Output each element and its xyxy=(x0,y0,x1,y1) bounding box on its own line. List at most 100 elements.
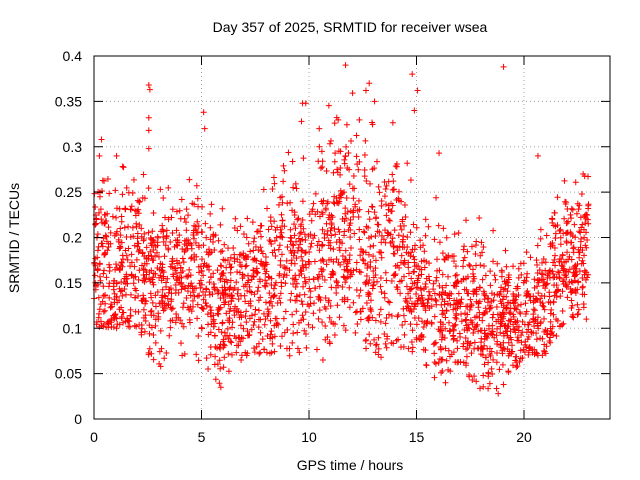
data-point xyxy=(183,219,190,226)
data-point xyxy=(112,187,119,194)
data-point xyxy=(394,247,401,254)
data-point xyxy=(335,116,342,123)
data-point xyxy=(514,337,521,344)
data-point xyxy=(404,234,411,241)
data-point xyxy=(92,221,99,228)
data-point xyxy=(140,314,147,321)
data-point xyxy=(378,254,385,261)
data-point xyxy=(570,244,577,251)
data-point xyxy=(415,315,422,322)
data-point xyxy=(382,340,389,347)
data-point xyxy=(460,275,467,282)
data-point xyxy=(267,238,274,245)
data-point xyxy=(316,307,323,314)
data-point xyxy=(356,226,363,233)
data-point xyxy=(465,321,472,328)
data-point xyxy=(316,213,323,220)
data-point xyxy=(451,322,458,329)
data-point xyxy=(93,319,100,326)
data-point xyxy=(387,240,394,247)
data-point xyxy=(557,234,564,241)
data-point xyxy=(422,307,429,314)
data-point xyxy=(295,215,302,222)
data-point xyxy=(533,330,540,337)
data-point xyxy=(225,335,232,342)
data-point xyxy=(433,277,440,284)
data-point xyxy=(517,347,524,354)
data-point xyxy=(247,248,254,255)
data-point xyxy=(568,215,575,222)
data-point xyxy=(375,183,382,190)
data-point xyxy=(156,253,163,260)
data-point xyxy=(164,275,171,282)
data-point xyxy=(349,90,356,97)
data-point xyxy=(148,350,155,357)
data-point xyxy=(298,118,305,125)
data-point xyxy=(368,308,375,315)
data-point xyxy=(149,299,156,306)
grid xyxy=(94,56,610,419)
data-point xyxy=(207,329,214,336)
data-point xyxy=(140,237,147,244)
data-point xyxy=(350,299,357,306)
data-point xyxy=(458,311,465,318)
data-point xyxy=(293,238,300,245)
data-point xyxy=(341,228,348,235)
data-point xyxy=(413,334,420,341)
data-point xyxy=(195,357,202,364)
data-point xyxy=(244,215,251,222)
data-point xyxy=(565,218,572,225)
data-point xyxy=(177,265,184,272)
data-point xyxy=(117,225,124,232)
data-point xyxy=(440,225,447,232)
data-point xyxy=(557,241,564,248)
data-point xyxy=(226,332,233,339)
x-tick-label: 5 xyxy=(198,429,206,445)
data-point xyxy=(468,350,475,357)
data-point xyxy=(505,339,512,346)
data-point xyxy=(534,262,540,269)
data-point xyxy=(207,224,214,231)
data-point xyxy=(425,223,432,230)
data-point xyxy=(218,329,225,336)
data-point xyxy=(362,337,369,344)
data-point xyxy=(572,290,579,297)
data-point xyxy=(152,243,159,250)
data-point xyxy=(315,238,322,245)
data-point xyxy=(362,249,369,256)
data-point xyxy=(245,332,252,339)
data-point xyxy=(564,249,571,256)
data-point xyxy=(187,292,194,299)
data-point xyxy=(209,291,216,298)
data-point xyxy=(117,288,124,295)
data-point xyxy=(461,326,468,333)
data-point xyxy=(171,265,178,272)
data-point xyxy=(356,206,363,213)
data-point xyxy=(450,326,457,333)
data-point xyxy=(412,242,419,249)
data-point xyxy=(541,315,548,322)
data-point xyxy=(250,273,257,280)
data-point xyxy=(435,222,442,229)
data-point xyxy=(251,291,258,298)
data-point xyxy=(388,208,395,215)
data-point xyxy=(308,240,315,247)
data-point xyxy=(336,247,343,254)
data-point xyxy=(250,238,257,245)
data-point xyxy=(194,315,201,322)
data-point xyxy=(132,207,139,214)
data-point xyxy=(287,199,294,206)
data-point xyxy=(191,251,198,258)
data-point xyxy=(105,240,112,247)
data-point xyxy=(461,243,468,250)
data-point xyxy=(166,332,173,339)
data-point xyxy=(278,229,285,236)
data-point xyxy=(254,269,261,276)
data-point xyxy=(431,236,438,243)
data-point xyxy=(220,338,227,345)
data-point xyxy=(331,158,338,165)
data-point xyxy=(579,283,586,290)
data-point xyxy=(352,329,359,336)
data-point xyxy=(369,119,376,126)
data-point xyxy=(436,267,443,274)
